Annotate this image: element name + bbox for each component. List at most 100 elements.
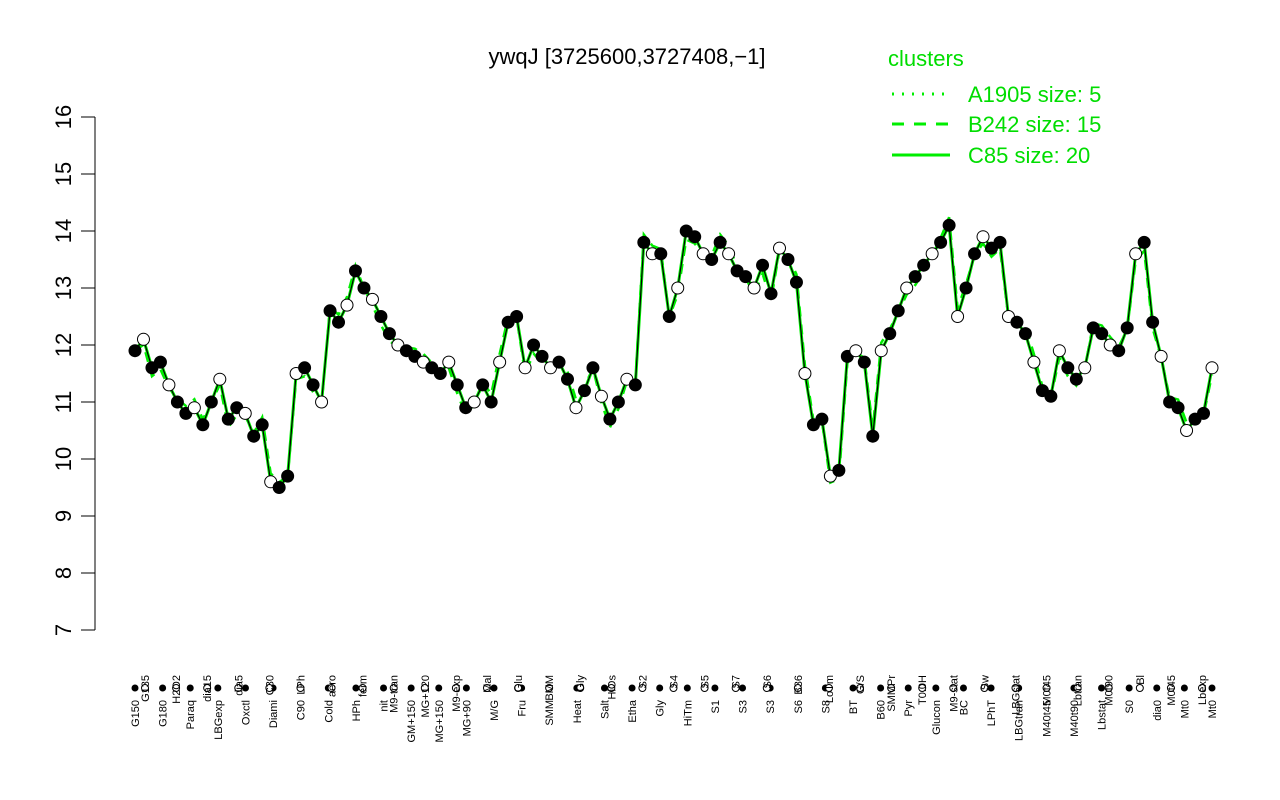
data-point <box>857 355 871 369</box>
x-tick-dot-open <box>887 684 896 692</box>
y-tick-label: 11 <box>51 391 76 414</box>
series-line-cluster <box>133 219 1214 490</box>
x-tick-dot-open <box>234 684 243 692</box>
data-point <box>450 378 464 392</box>
data-point <box>382 327 396 341</box>
data-point <box>365 292 379 306</box>
x-tick-dot <box>628 684 636 692</box>
data-point <box>153 355 167 369</box>
x-tick-dot <box>490 684 498 692</box>
x-tick-dot <box>407 684 415 692</box>
y-tick-label: 10 <box>51 447 76 471</box>
data-point <box>917 258 931 272</box>
x-tick-label: BC <box>958 700 970 715</box>
data-point <box>951 310 965 323</box>
data-point <box>136 332 150 346</box>
x-tick-dot <box>380 684 388 692</box>
x-tick-dot <box>711 684 719 692</box>
x-tick-dot-open <box>389 684 398 692</box>
x-tick-label: LPhT <box>986 700 998 727</box>
x-tick-dot <box>159 684 167 692</box>
legend: clusters A1905 size: 5 B242 size: 15 C85… <box>888 46 1101 168</box>
data-point <box>959 281 973 295</box>
x-tick-label: Diami <box>268 700 280 728</box>
data-point <box>221 412 235 426</box>
x-tick-label: M0t45 <box>1166 675 1178 706</box>
x-tick-label: G180 <box>158 700 170 727</box>
data-point <box>1052 344 1066 358</box>
x-tick-dot <box>214 684 222 692</box>
x-tick-label: ferm <box>358 675 370 697</box>
data-point <box>866 429 880 443</box>
x-tick-label: M40t45 <box>1041 700 1053 737</box>
data-point <box>493 355 507 369</box>
x-tick-label: HiOs <box>606 675 618 700</box>
x-tick-dot-open <box>327 684 336 692</box>
data-point <box>552 355 566 369</box>
x-tick-dot-open <box>980 684 989 692</box>
x-tick-label: T0.0H <box>917 675 929 705</box>
x-tick-dot-open <box>1104 684 1113 692</box>
data-point <box>586 361 600 375</box>
x-tick-label: Mal <box>482 675 494 693</box>
x-tick-dot-open <box>824 684 833 692</box>
data-point <box>1205 361 1219 375</box>
x-tick-dot-open <box>265 684 274 692</box>
data-point <box>713 235 727 249</box>
x-tick-dot-open <box>856 684 865 692</box>
x-tick-label: B60 <box>876 700 888 720</box>
data-point <box>908 270 922 284</box>
data-point <box>722 247 736 261</box>
legend-title: clusters <box>888 46 964 71</box>
data-point <box>968 247 982 261</box>
data-point <box>993 235 1007 249</box>
x-tick-label: Lbstat <box>1097 700 1109 730</box>
x-tick-label: Cold <box>323 700 335 723</box>
data-point <box>306 378 320 392</box>
x-tick-label: S1 <box>710 700 722 713</box>
x-tick-label: dia0 <box>1152 700 1164 721</box>
x-tick-dot-open <box>1073 684 1082 692</box>
data-point <box>238 406 252 420</box>
x-tick-dot-open <box>545 684 554 692</box>
data-point <box>1120 321 1134 335</box>
data-point <box>484 395 498 409</box>
data-point <box>1171 401 1185 415</box>
x-tick-label: LPh <box>295 675 307 695</box>
data-point <box>467 395 481 409</box>
x-tick-dot-open <box>296 684 305 692</box>
data-point <box>900 281 914 295</box>
legend-entry-c85: C85 size: 20 <box>968 143 1090 168</box>
x-tick-label: B36 <box>793 675 805 695</box>
x-tick-labels: G150 G180 Paraq LBGexp Oxctl Diami C90 Cold HPh n… <box>130 675 1219 743</box>
x-tick-label: Bl <box>1135 675 1147 685</box>
x-tick-label: S6 <box>762 675 774 688</box>
x-tick-dot <box>186 684 194 692</box>
data-point <box>1137 235 1151 249</box>
data-point <box>1078 361 1092 375</box>
x-tick-label: M9-tran <box>389 675 401 713</box>
x-tick-label: H2O2 <box>171 675 183 704</box>
x-tick-dot <box>849 684 857 692</box>
x-tick-label: Gly <box>655 700 667 717</box>
data-point <box>756 258 770 272</box>
x-tick-dot-open <box>669 684 678 692</box>
x-tick-label: GM+150 <box>406 700 418 743</box>
x-tick-label: M9-stat <box>948 675 960 712</box>
data-point <box>832 463 846 477</box>
x-tick-label: S4 <box>669 675 681 688</box>
data-point <box>196 418 210 432</box>
data-point <box>374 310 388 323</box>
x-tick-label: M0t45 <box>1042 675 1054 706</box>
x-tick-label: Lbtran <box>1073 675 1085 706</box>
x-tick-label: M0t90 <box>1104 675 1116 706</box>
y-tick-label: 9 <box>51 510 76 522</box>
x-tick-dot-open <box>793 684 802 692</box>
x-tick-dot <box>1180 684 1188 692</box>
data-point <box>255 418 269 432</box>
x-tick-label: Paraq <box>185 700 197 729</box>
data-point <box>332 315 346 329</box>
x-tick-dot-open <box>607 684 616 692</box>
y-tick-label: 7 <box>51 624 76 636</box>
x-tick-dot <box>904 684 912 692</box>
